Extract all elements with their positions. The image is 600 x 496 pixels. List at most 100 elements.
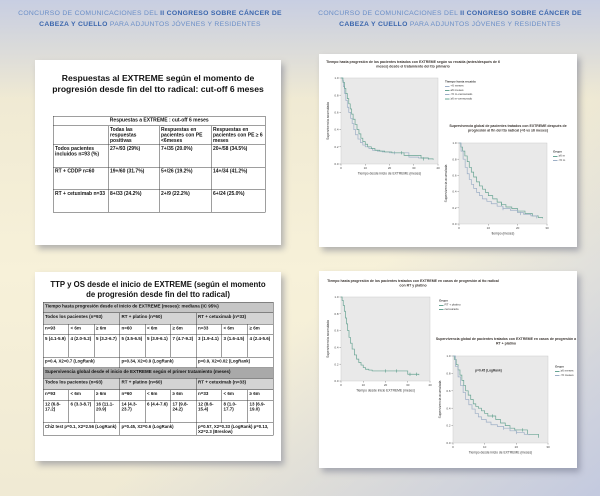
responses-table: Respuestas a EXTREME : cut-off 6 meses To… <box>52 116 266 213</box>
svg-text:0.4: 0.4 <box>334 346 339 350</box>
table-cell: 20+/58 (34.5%) <box>210 144 266 168</box>
slide-card-ttp-os: TTP y OS desde el inicio de EXTREME (seg… <box>35 272 281 461</box>
table-cell: 12 (6.8-17.2) <box>43 400 69 423</box>
svg-text:0.0: 0.0 <box>334 379 339 383</box>
table-row: Todos pacientes incluidos n=93 (%) 27+/93… <box>53 144 266 168</box>
table-cell: Todos los pacientes (n=93) <box>43 312 120 325</box>
table-row: Respuestas a EXTREME : cut-off 6 meses <box>52 116 266 126</box>
table-cell: RT + platino (n=60) <box>119 312 197 325</box>
table-cell: 19+/60 (31.7%) <box>108 167 160 190</box>
table-row: Supervivencia global desde el inicio de … <box>42 367 274 379</box>
header-text-bold: II CONGRESO SOBRE CÁNCER DE CABEZA Y CUE… <box>39 10 282 28</box>
svg-text:0.0: 0.0 <box>334 162 339 166</box>
table-row: Chi2 test p=0.1, X2=2.56 (LogRank) p=0.45… <box>43 422 274 436</box>
svg-text:1.0: 1.0 <box>334 295 339 299</box>
svg-text:10: 10 <box>364 166 368 170</box>
chart-legend: Tiempo hasta recaída <6 meses ≥6 meses <6 m… <box>445 80 506 122</box>
table-cell: 14+/34 (41.2%) <box>210 167 266 190</box>
svg-text:0.2: 0.2 <box>446 424 451 428</box>
table-cell: p=0.9, X2=0.02 (LogRank) <box>195 357 274 368</box>
table-row: n=93 < 6m ≥ 6m n=60 < 6m ≥ 6m n=33 < 6m ≥ 6m <box>43 324 274 335</box>
svg-text:1.0: 1.0 <box>334 76 339 80</box>
chart-title-wrap: Tiempo hasta progresión de los pacientes… <box>325 60 501 78</box>
slide-title: Respuestas al EXTREME según el momento d… <box>52 73 264 95</box>
km-plot: 0.0 0.2 0.4 0.6 0.8 1.0 0 10 20 30 40 Supervivencia… <box>326 76 440 176</box>
svg-text:30: 30 <box>545 226 549 230</box>
table-cell: 13 (6.9-19.0) <box>247 400 274 423</box>
legend-item: ≥6 meses <box>445 88 512 92</box>
legend-item: <6 meses <box>555 373 577 377</box>
svg-text:Tiempo desde inicio de EXTREME: Tiempo desde inicio de EXTREME (meses) <box>469 451 532 455</box>
table-cell: 14 (4.3-23.7) <box>119 400 146 423</box>
table-row: Todos los pacientes (n=93) RT + platino (… <box>43 312 274 325</box>
svg-text:0.0: 0.0 <box>452 222 457 226</box>
table-cell: Respuestas en pacientes con PE <6meses <box>159 125 212 145</box>
table-cell: ≥ 6m <box>170 389 197 401</box>
legend-item: censurado <box>439 307 487 311</box>
svg-text:0.6: 0.6 <box>334 329 339 333</box>
chart-legend: Grupo ≥6 meses <6 meses <box>555 365 577 390</box>
svg-text:10: 10 <box>487 226 491 230</box>
table-cell: 16 (11.1-20.9) <box>94 400 120 423</box>
table-cell: Supervivencia global desde el inicio de … <box>42 367 274 379</box>
svg-text:0.8: 0.8 <box>334 93 339 97</box>
table-cell: 6 (3.3-8.7) <box>68 400 95 423</box>
table-cell: 27+/93 (29%) <box>108 144 160 168</box>
svg-text:30: 30 <box>406 383 410 387</box>
table-cell: 17 (9.8-24.2) <box>170 400 197 423</box>
chart-title-wrap: Supervivencia global de pacientes tratad… <box>435 337 577 355</box>
svg-text:0.2: 0.2 <box>334 145 339 149</box>
table-row: 12 (6.8-17.2) 6 (3.3-8.7) 16 (11.1-20.9) 14… <box>43 400 274 423</box>
svg-text:0.0: 0.0 <box>446 441 451 445</box>
table-cell: ≥ 6m <box>94 324 120 335</box>
table-cell: p=0.57, X2=0.33 (LogRank) p=0.13, X2=2.3… <box>195 422 274 436</box>
table-cell: 5+/26 (19.2%) <box>159 167 212 190</box>
km-plot: 0.0 0.2 0.4 0.6 0.8 1.0 0 10 20 30 40 Supervivencia… <box>326 295 432 393</box>
table-row: RT + CDDP n=60 19+/60 (31.7%) 5+/26 (19.2%… <box>53 167 266 190</box>
table-cell <box>53 125 109 145</box>
table-cell: 3 (1.9-4.1) <box>196 334 222 358</box>
table-cell: RT + platino (n=60) <box>119 378 197 390</box>
svg-text:p=0.45 (LogRank): p=0.45 (LogRank) <box>475 369 502 373</box>
table-cell: 12 (8.6-15.4) <box>196 400 222 423</box>
legend-item: <6 meses <box>445 84 512 88</box>
table-cell: Todos los pacientes (n=93) <box>43 378 120 390</box>
table-cell: 5 (3.2-6.7) <box>94 334 120 358</box>
table-cell: 6 (4.4-7.6) <box>145 400 171 423</box>
table-cell: < 6m <box>68 389 95 401</box>
legend-item: RT + platino <box>439 303 487 307</box>
svg-text:20: 20 <box>516 226 520 230</box>
svg-text:Supervivencia acumulada: Supervivencia acumulada <box>444 164 448 202</box>
table-row: Tiempo hasta progresión desde el inicio … <box>42 302 274 313</box>
legend-item: ≥6 meses <box>555 369 577 373</box>
svg-text:1.0: 1.0 <box>452 141 457 145</box>
table-cell: n=93 <box>43 324 69 335</box>
svg-text:20: 20 <box>515 445 519 449</box>
legend-item: ≥6 m <box>553 154 577 158</box>
svg-text:Supervivencia acumulada: Supervivencia acumulada <box>326 102 330 140</box>
svg-text:30: 30 <box>546 445 550 449</box>
table-cell: ≥ 6m <box>94 389 120 401</box>
svg-text:0.2: 0.2 <box>452 206 457 210</box>
table-cell: Respuestas en pacientes con PE ≥ 6 meses <box>210 125 266 145</box>
table-cell: 3 (1.6-4.5) <box>221 334 248 358</box>
header-text: PARA ADJUNTOS JÓVENES Y RESIDENTES <box>107 20 261 28</box>
svg-text:Tiempo desde inicio de EXTREME: Tiempo desde inicio de EXTREME (meses) <box>358 172 421 176</box>
table-cell: 4 (2.4-5.6) <box>247 334 274 358</box>
svg-text:Supervivencia acumulada: Supervivencia acumulada <box>326 320 330 358</box>
chart-title-wrap: Tiempo hasta progresión de los pacientes… <box>325 279 501 297</box>
table-cell: n=93 <box>43 389 69 401</box>
legend-item: ≥6 m-censurado <box>445 97 512 101</box>
table-cell: 2+/9 (22.2%) <box>159 189 212 213</box>
svg-text:10: 10 <box>362 383 366 387</box>
svg-text:0.8: 0.8 <box>452 157 457 161</box>
header-text-bold: II CONGRESO SOBRE CÁNCER DE CABEZA Y CUE… <box>339 10 582 28</box>
svg-text:0: 0 <box>340 383 342 387</box>
svg-text:0.6: 0.6 <box>452 174 457 178</box>
svg-text:Supervivencia acumulada: Supervivencia acumulada <box>438 380 442 418</box>
svg-text:0.4: 0.4 <box>446 406 451 410</box>
table-cell: Tiempo hasta progresión desde el inicio … <box>42 302 274 313</box>
table-cell: 7+/35 (20.0%) <box>159 144 212 168</box>
svg-text:Tiempo desde inicio EXTREME (m: Tiempo desde inicio EXTREME (meses) <box>356 389 415 393</box>
